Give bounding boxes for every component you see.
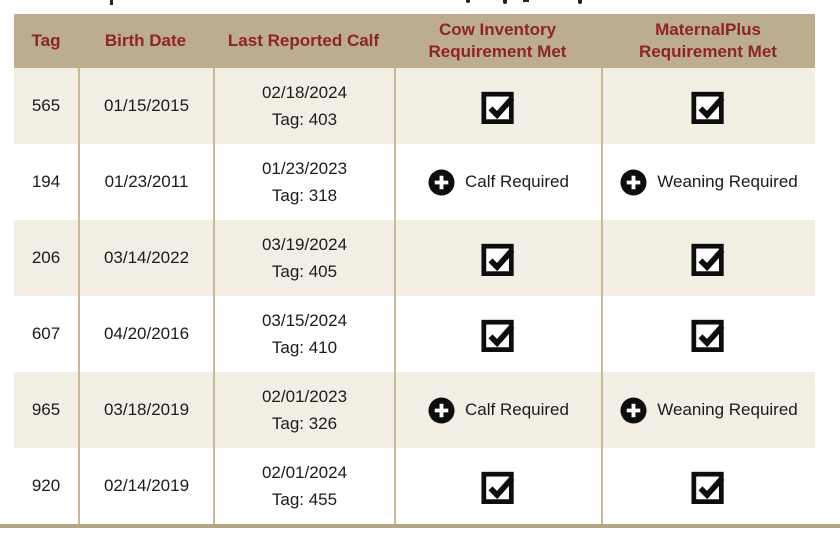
cow-inventory-status-cell — [394, 220, 601, 296]
calf-date: 03/15/2024 — [261, 311, 348, 330]
birth-date-cell: 01/15/2015 — [78, 68, 213, 144]
checked-checkbox-icon — [691, 471, 725, 504]
calf-date: 01/23/2023 — [261, 159, 348, 178]
header-tag: Tag — [31, 31, 61, 50]
maternalplus-status-cell: Weaning Required — [601, 144, 815, 220]
last-reported-calf-cell: 02/01/2024 Tag: 455 — [213, 448, 394, 524]
checked-checkbox-icon — [691, 319, 725, 352]
plus-circle-icon — [620, 396, 647, 424]
cow-inventory-status-cell: Calf Required — [394, 144, 601, 220]
checked-checkbox-icon — [480, 243, 514, 276]
birth-date-cell: 03/14/2022 — [78, 220, 213, 296]
calf-tag: Tag: 403 — [271, 110, 338, 129]
cropped-text-descender — [110, 0, 113, 5]
cropped-text-descender — [523, 0, 529, 2]
header-birth-date: Birth Date — [104, 31, 187, 50]
maternalplus-status-cell: Weaning Required — [601, 372, 815, 448]
calf-tag: Tag: 405 — [271, 262, 338, 281]
table-row: 206 03/14/2022 03/19/2024 Tag: 405 — [14, 220, 815, 296]
header-maternalplus-requirement: MaternalPlus Requirement Met — [639, 20, 777, 61]
checked-checkbox-icon — [480, 319, 514, 352]
calf-date: 02/01/2024 — [261, 463, 348, 482]
checked-checkbox-icon — [691, 91, 725, 124]
plus-circle-icon — [428, 396, 455, 424]
cow-requirements-table: Tag Birth Date Last Reported Calf Cow In… — [14, 14, 815, 524]
last-reported-calf-cell: 02/18/2024 Tag: 403 — [213, 68, 394, 144]
checked-checkbox-icon — [691, 243, 725, 276]
header-last-reported-calf: Last Reported Calf — [227, 31, 380, 50]
table-row: 194 01/23/2011 01/23/2023 Tag: 318 Calf … — [14, 144, 815, 220]
calf-date: 03/19/2024 — [261, 235, 348, 254]
status-label: Calf Required — [465, 400, 569, 419]
last-reported-calf-cell: 01/23/2023 Tag: 318 — [213, 144, 394, 220]
tag-cell: 965 — [14, 372, 78, 448]
birth-date-cell: 03/18/2019 — [78, 372, 213, 448]
cow-inventory-status-cell — [394, 68, 601, 144]
cropped-text-descender — [466, 0, 470, 3]
table-header-row: Tag Birth Date Last Reported Calf Cow In… — [14, 14, 815, 68]
maternalplus-status-cell — [601, 448, 815, 524]
table-row: 920 02/14/2019 02/01/2024 Tag: 455 — [14, 448, 815, 524]
maternalplus-status-cell — [601, 68, 815, 144]
maternalplus-status-cell — [601, 220, 815, 296]
last-reported-calf-cell: 03/15/2024 Tag: 410 — [213, 296, 394, 372]
calf-tag: Tag: 455 — [271, 490, 338, 509]
status-label: Calf Required — [465, 172, 569, 191]
tag-cell: 607 — [14, 296, 78, 372]
tag-cell: 920 — [14, 448, 78, 524]
header-cow-inventory-requirement: Cow Inventory Requirement Met — [428, 20, 567, 61]
table-row: 565 01/15/2015 02/18/2024 Tag: 403 — [14, 68, 815, 144]
status-label: Weaning Required — [657, 400, 798, 419]
table-bottom-rule — [0, 524, 840, 528]
calf-date: 02/01/2023 — [261, 387, 348, 406]
birth-date-cell: 01/23/2011 — [78, 144, 213, 220]
calf-tag: Tag: 318 — [271, 186, 338, 205]
calf-tag: Tag: 410 — [271, 338, 338, 357]
checked-checkbox-icon — [480, 471, 514, 504]
tag-cell: 194 — [14, 144, 78, 220]
calf-date: 02/18/2024 — [261, 83, 348, 102]
cow-inventory-status-cell — [394, 296, 601, 372]
table-row: 607 04/20/2016 03/15/2024 Tag: 410 — [14, 296, 815, 372]
tag-cell: 206 — [14, 220, 78, 296]
birth-date-cell: 04/20/2016 — [78, 296, 213, 372]
cow-inventory-status-cell: Calf Required — [394, 372, 601, 448]
last-reported-calf-cell: 03/19/2024 Tag: 405 — [213, 220, 394, 296]
plus-circle-icon — [428, 168, 455, 196]
cropped-text-descender — [503, 0, 507, 4]
status-label: Weaning Required — [657, 172, 798, 191]
checked-checkbox-icon — [480, 91, 514, 124]
last-reported-calf-cell: 02/01/2023 Tag: 326 — [213, 372, 394, 448]
tag-cell: 565 — [14, 68, 78, 144]
plus-circle-icon — [620, 168, 647, 196]
table-row: 965 03/18/2019 02/01/2023 Tag: 326 Calf … — [14, 372, 815, 448]
cropped-text-descender — [578, 0, 582, 4]
calf-tag: Tag: 326 — [271, 414, 338, 433]
cow-inventory-status-cell — [394, 448, 601, 524]
birth-date-cell: 02/14/2019 — [78, 448, 213, 524]
maternalplus-status-cell — [601, 296, 815, 372]
